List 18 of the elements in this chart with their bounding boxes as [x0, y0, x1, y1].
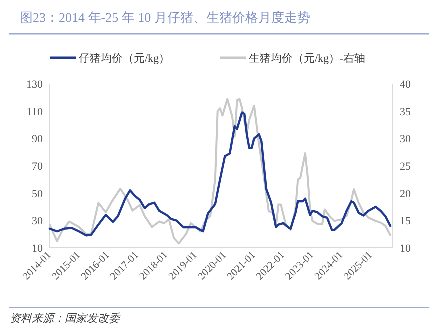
- y2-tick-label: 10: [400, 243, 412, 255]
- y2-tick-label: 30: [400, 134, 412, 146]
- y-tick-label: 110: [26, 106, 44, 118]
- legend-label: 仔猪均价（元/kg）: [79, 52, 170, 65]
- y2-tick-label: 35: [400, 106, 412, 118]
- y-tick-label: 50: [32, 188, 44, 200]
- y2-tick-label: 25: [400, 161, 412, 173]
- y-tick-label: 130: [26, 79, 44, 91]
- y2-tick-label: 20: [400, 188, 412, 200]
- y-tick-label: 70: [32, 161, 44, 173]
- legend-label: 生猪均价（元/kg）-右轴: [249, 52, 366, 65]
- y-tick-label: 10: [32, 243, 44, 255]
- y2-tick-label: 40: [400, 79, 412, 91]
- y-tick-label: 30: [32, 216, 44, 228]
- y2-tick-label: 15: [400, 216, 412, 228]
- chart-title: 图23：2014 年-25 年 10 月仔猪、生猪价格月度走势: [20, 10, 310, 25]
- y-tick-label: 90: [32, 134, 44, 146]
- text: 资料来源：国家发改委: [10, 312, 122, 325]
